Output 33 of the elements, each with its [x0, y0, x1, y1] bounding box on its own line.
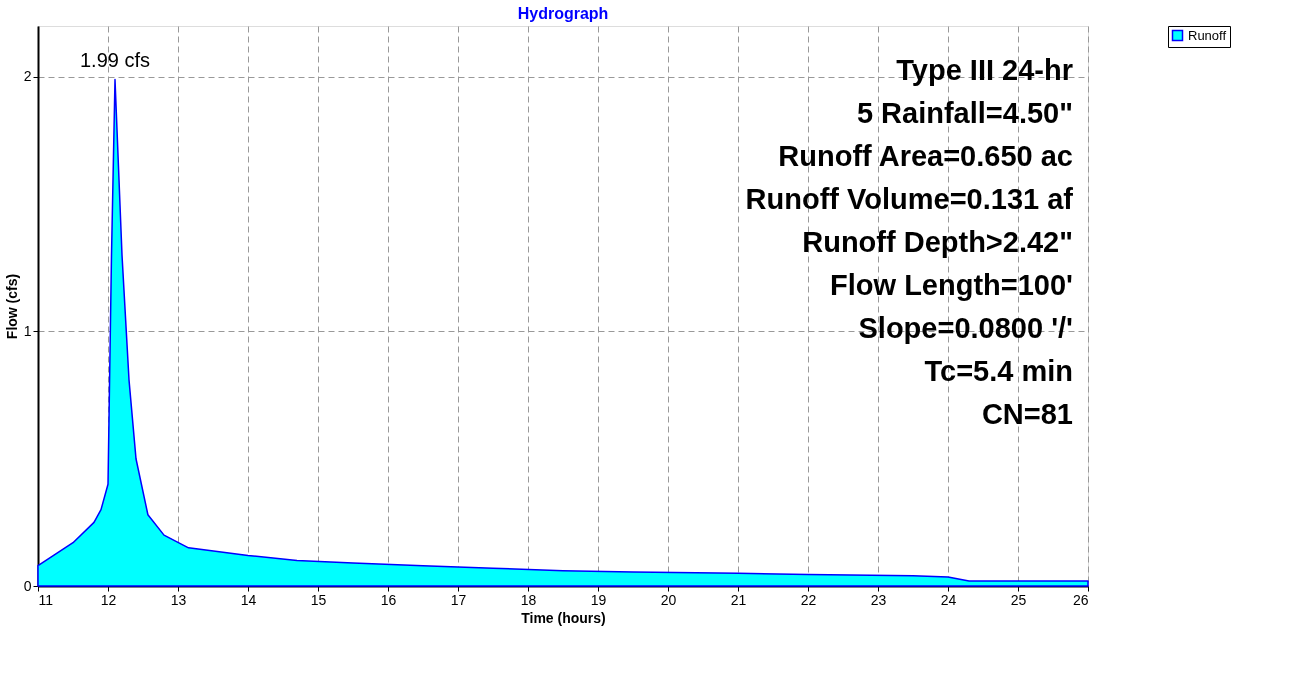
x-tick-label: 16	[380, 591, 397, 608]
x-tick-label: 22	[800, 591, 817, 608]
annotation: Runoff Depth>2.42"	[802, 226, 1073, 258]
x-axis-title: Time (hours)	[521, 609, 606, 626]
x-tick-label: 12	[100, 591, 117, 608]
annotation: Slope=0.0800 '/'	[858, 312, 1073, 344]
chart-title: Hydrograph	[517, 4, 609, 22]
y-tick-label: 2	[23, 68, 32, 85]
y-tick-label: 1	[23, 322, 32, 339]
x-tick-label: 26	[1072, 591, 1089, 608]
x-tick-label: 13	[170, 591, 187, 608]
x-tick-label: 21	[730, 591, 747, 608]
annotation: Flow Length=100'	[830, 269, 1073, 301]
x-tick-label: 11	[38, 591, 54, 608]
x-tick-label: 15	[310, 591, 327, 608]
legend-label: Runoff	[1188, 27, 1227, 43]
annotation: 1.99 cfs	[79, 49, 151, 72]
x-tick-label: 25	[1010, 591, 1027, 608]
y-tick-label: 0	[23, 577, 32, 594]
y-axis-title: Flow (cfs)	[3, 273, 20, 340]
x-tick-label: 20	[660, 591, 677, 608]
annotation: CN=81	[981, 398, 1073, 430]
x-tick-label: 18	[520, 591, 537, 608]
x-tick-label: 19	[590, 591, 607, 608]
annotation: Runoff Volume=0.131 af	[745, 183, 1074, 215]
annotation: Type III 24-hr	[896, 54, 1073, 86]
annotation: 5 Rainfall=4.50"	[856, 97, 1073, 129]
annotation: Runoff Area=0.650 ac	[778, 140, 1073, 172]
annotation: Tc=5.4 min	[924, 355, 1073, 387]
x-tick-label: 23	[870, 591, 887, 608]
x-tick-label: 17	[450, 591, 467, 608]
x-tick-label: 24	[940, 591, 957, 608]
x-tick-label: 14	[240, 591, 257, 608]
